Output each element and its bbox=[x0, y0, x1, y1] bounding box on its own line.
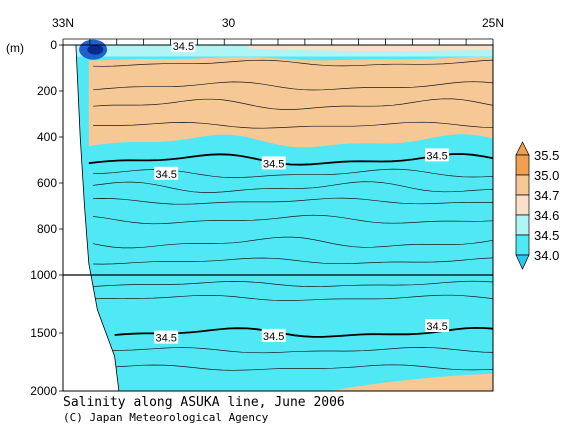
contour-label-bg bbox=[154, 166, 179, 180]
contour-line bbox=[93, 98, 494, 110]
low-salinity-core bbox=[87, 44, 104, 55]
colorbar-segment bbox=[515, 214, 530, 236]
y-tick-label: 0 bbox=[50, 38, 57, 52]
contour-label-bg bbox=[261, 156, 286, 170]
contour-label: 34.5 bbox=[263, 158, 284, 170]
plot-area: 34.5 34.5 34.5 34.5 34.5 34.5 34.5 bbox=[62, 39, 494, 392]
contour-line bbox=[93, 236, 494, 249]
colorbar-segment bbox=[515, 234, 530, 256]
contour-label: 34.5 bbox=[155, 169, 176, 181]
colorbar-segment bbox=[515, 154, 530, 176]
y-tick-label: 200 bbox=[37, 84, 57, 98]
colorbar-label: 34.0 bbox=[534, 248, 559, 263]
y-tick-label: 800 bbox=[37, 222, 57, 236]
copyright-credit: (C) Japan Meteorological Agency bbox=[63, 411, 269, 424]
colorbar-segment bbox=[515, 194, 530, 216]
colorbar-label: 34.5 bbox=[534, 228, 559, 243]
colorbar-label: 35.5 bbox=[534, 148, 559, 163]
contour-line bbox=[93, 214, 494, 225]
colorbar-segment bbox=[515, 174, 530, 196]
contour-label: 34.5 bbox=[426, 150, 447, 162]
colorbar-upper-arrow bbox=[515, 141, 530, 156]
layer-intermediate-band bbox=[80, 197, 493, 239]
y-tick-label: 400 bbox=[37, 130, 57, 144]
contour-label: 34.5 bbox=[155, 333, 176, 345]
contour-line bbox=[93, 280, 494, 287]
contour-line bbox=[93, 121, 494, 129]
colorbar-label: 35.0 bbox=[534, 168, 559, 183]
x-axis: 33N 30 25N bbox=[52, 16, 504, 45]
layer-surface-high-salinity bbox=[247, 45, 493, 52]
contour-label: 34.5 bbox=[263, 331, 284, 343]
y-axis-unit: (m) bbox=[6, 41, 24, 55]
contour-label-bg bbox=[425, 319, 450, 333]
contour-label: 34.5 bbox=[426, 321, 447, 333]
y-tick-label: 2000 bbox=[30, 384, 57, 398]
contour-line bbox=[93, 81, 494, 91]
contour-label-bg bbox=[425, 148, 450, 162]
colorbar: 35.5 35.0 34.7 34.6 34.5 34.0 bbox=[515, 141, 559, 270]
y-axis: (m) 0 200 400 600 800 1000 1500 2000 bbox=[6, 38, 63, 398]
x-tick-label: 30 bbox=[222, 16, 236, 30]
colorbar-lower-arrow bbox=[515, 254, 530, 270]
contour-label-bg bbox=[171, 39, 196, 53]
chart-title: Salinity along ASUKA line, June 2006 bbox=[63, 395, 345, 410]
contour-line bbox=[93, 347, 494, 354]
layer-bottom-saline-patch bbox=[329, 373, 493, 391]
contour-line bbox=[93, 197, 494, 205]
contour-label-bg bbox=[261, 328, 286, 342]
colorbar-label: 34.7 bbox=[534, 188, 559, 203]
y-tick-label: 1500 bbox=[30, 326, 57, 340]
colorbar-label: 34.6 bbox=[534, 208, 559, 223]
contour-line bbox=[93, 257, 494, 265]
contour-line bbox=[93, 181, 494, 193]
layer-maximum-core bbox=[88, 69, 494, 126]
contour-line bbox=[93, 364, 494, 371]
y-tick-label: 600 bbox=[37, 176, 57, 190]
contour-line bbox=[93, 59, 494, 67]
contour-label: 34.5 bbox=[173, 41, 194, 53]
x-tick-label: 33N bbox=[52, 16, 74, 30]
layer-surface-water bbox=[63, 45, 493, 57]
x-tick-label: 25N bbox=[482, 16, 504, 30]
contour-label-bg bbox=[154, 330, 179, 344]
contour-line bbox=[93, 294, 494, 301]
y-tick-label: 1000 bbox=[30, 268, 57, 282]
